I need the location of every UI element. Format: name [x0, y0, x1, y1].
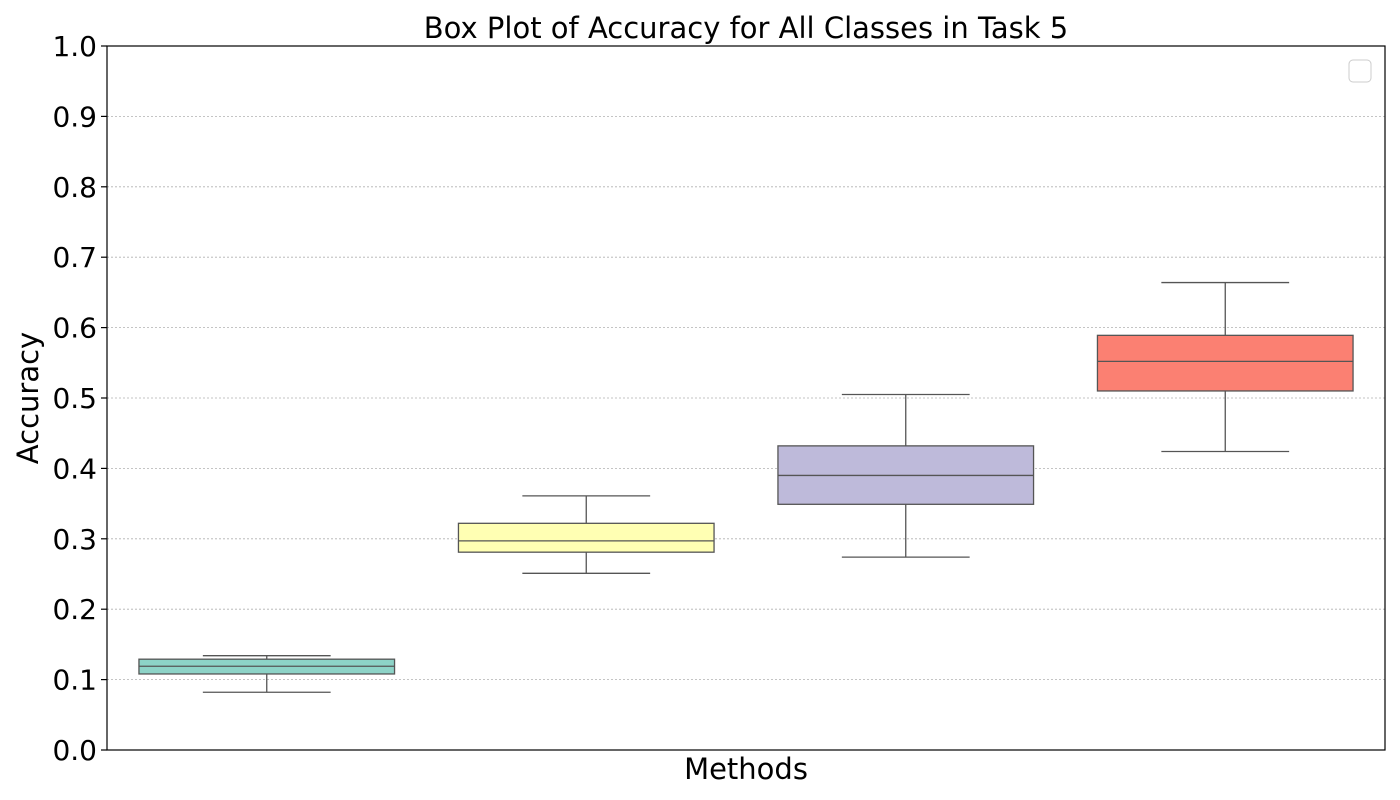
legend-box	[1348, 59, 1372, 83]
iqr-box	[1096, 334, 1354, 392]
y-tick-label: 0.8	[52, 171, 97, 204]
chart-title: Box Plot of Accuracy for All Classes in …	[424, 11, 1068, 45]
box-group-1	[138, 655, 396, 693]
box-group-4	[1096, 281, 1354, 453]
y-tick-label: 0.9	[52, 100, 97, 133]
y-tick-label: 0.1	[52, 664, 97, 697]
y-tick-label: 0.6	[52, 312, 97, 345]
y-tick-label: 0.7	[52, 241, 97, 274]
y-axis-ticks: 0.0 0.1 0.2 0.3 0.4 0.5 0.6 0.7 0.8 0.9 1.0	[52, 30, 107, 767]
iqr-box	[457, 522, 715, 553]
box-group-3	[777, 393, 1035, 558]
plot-frame	[106, 45, 1386, 751]
boxes	[138, 281, 1354, 693]
box-group-2	[457, 495, 715, 574]
y-tick-label: 0.0	[52, 734, 97, 767]
y-tick-label: 0.2	[52, 593, 97, 626]
grid-lines	[107, 116, 1385, 680]
x-axis-label: Methods	[684, 752, 808, 786]
y-tick-label: 0.5	[52, 382, 97, 415]
y-tick-label: 0.4	[52, 452, 97, 485]
y-tick-label: 1.0	[52, 30, 97, 63]
y-axis-label: Accuracy	[11, 332, 45, 464]
y-tick-label: 0.3	[52, 523, 97, 556]
